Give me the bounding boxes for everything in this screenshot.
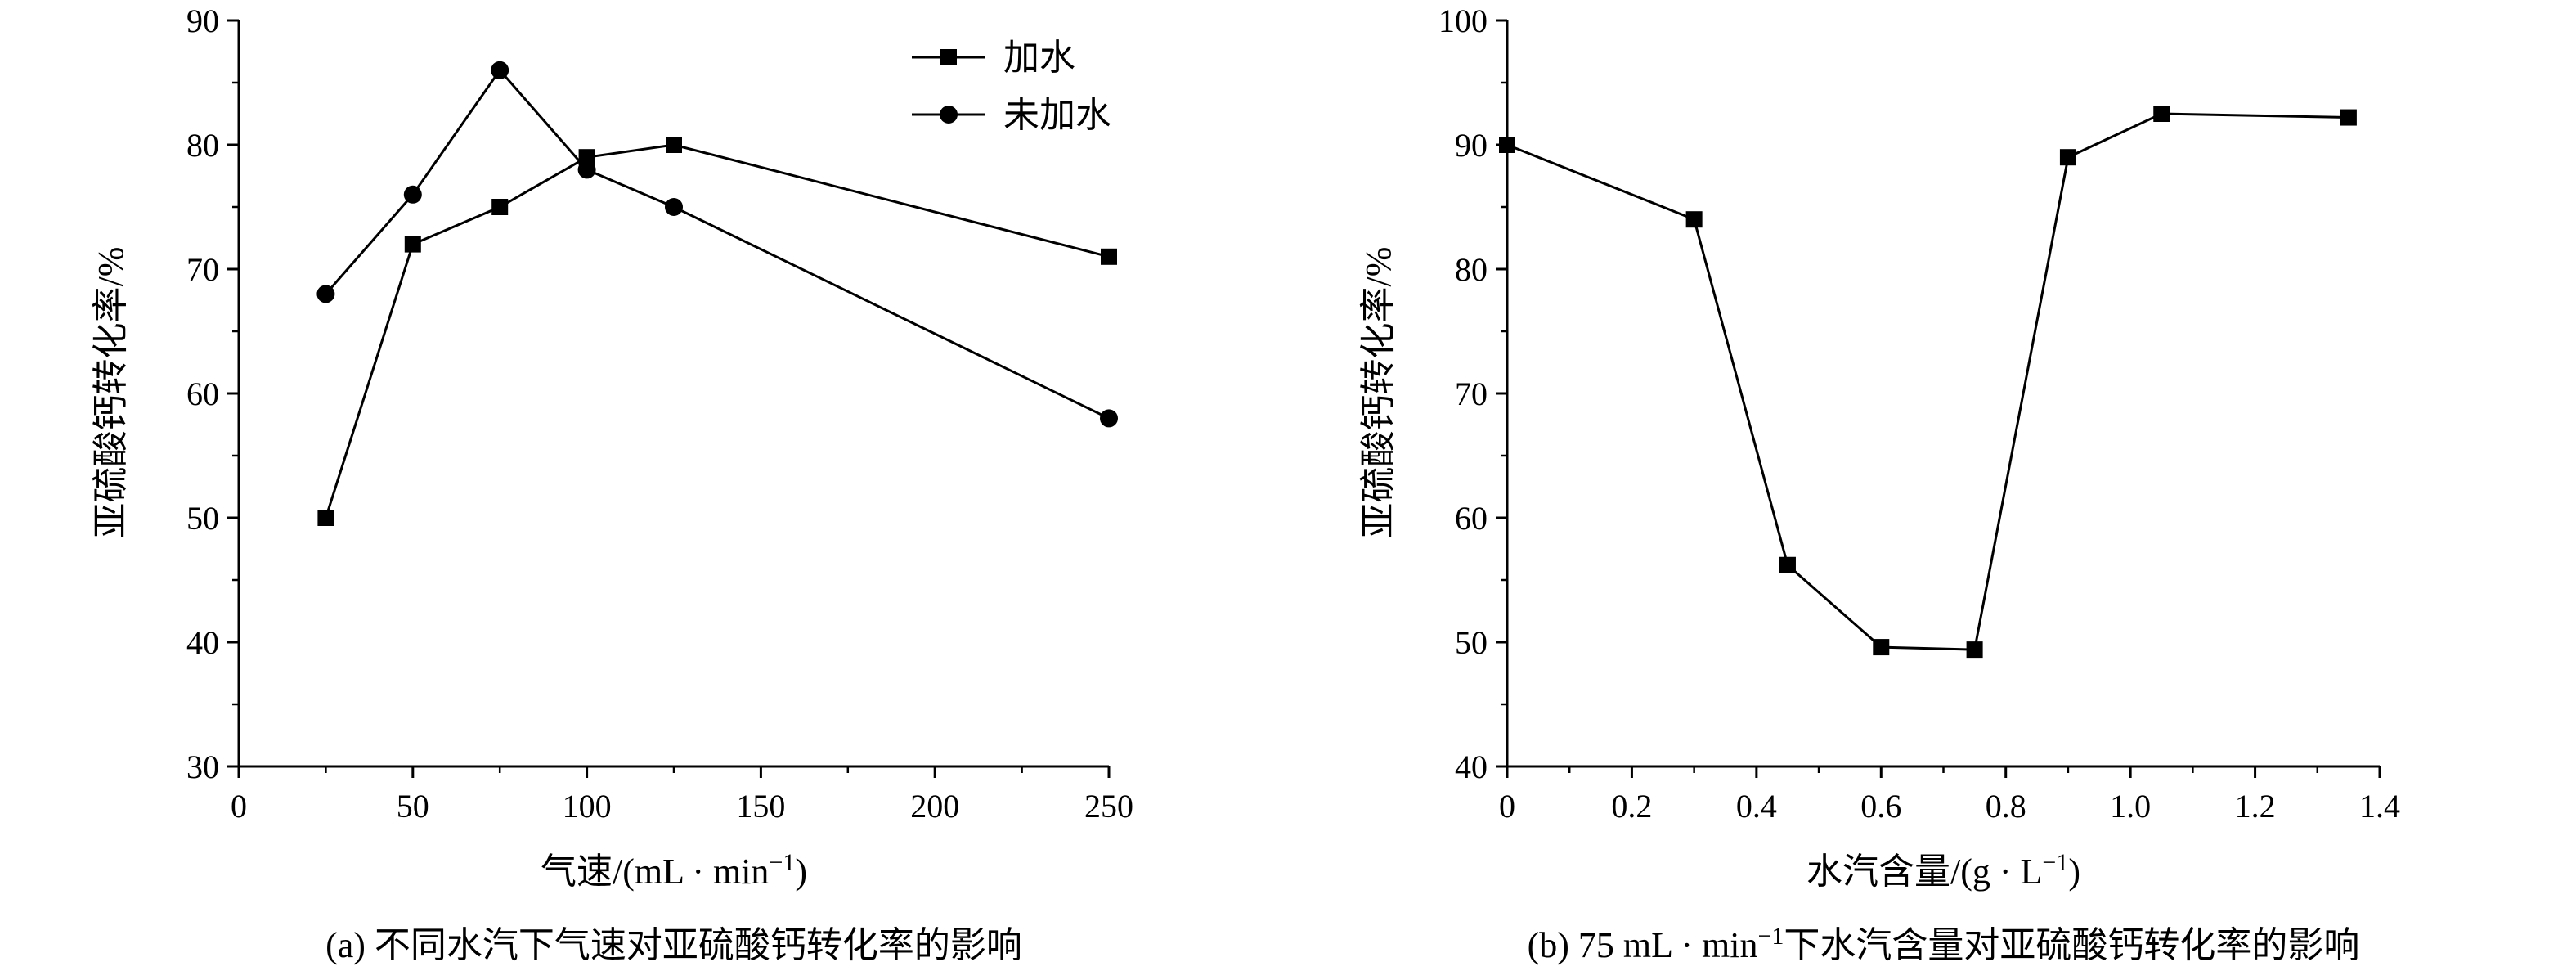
y-tick-label: 70 bbox=[1455, 375, 1488, 412]
data-point-square bbox=[1966, 641, 1983, 659]
y-tick-label: 90 bbox=[186, 2, 219, 39]
data-point-square bbox=[1101, 248, 1117, 265]
chart-b: 40 50 60 70 80 90 100 0 0.2 0.4 0.6 0.8 1.0 1.2 1.4 水汽含… bbox=[1358, 2, 2400, 965]
x-tick-label: 0.4 bbox=[1736, 788, 1777, 825]
x-tick-label: 150 bbox=[736, 788, 785, 825]
figure-caption: (b) 75 mL · min−1下水汽含量对亚硫酸钙转化率的影响 bbox=[1528, 923, 2360, 966]
x-tick-label: 1.4 bbox=[2359, 788, 2400, 825]
y-tick-label: 100 bbox=[1438, 2, 1488, 39]
legend-marker-circle bbox=[940, 106, 958, 124]
y-axis-title: 亚硫酸钙转化率/% bbox=[91, 247, 131, 539]
data-point-square bbox=[317, 510, 334, 526]
x-tick-label: 100 bbox=[563, 788, 612, 825]
x-tick-label: 1.2 bbox=[2235, 788, 2276, 825]
legend-label: 未加水 bbox=[1003, 95, 1111, 135]
data-point-circle bbox=[491, 61, 509, 79]
data-point-square bbox=[491, 199, 509, 215]
data-point-circle bbox=[1100, 409, 1118, 428]
y-tick-label: 60 bbox=[1455, 500, 1488, 537]
chart-a: 30 40 50 60 70 80 90 0 50 100 150 200 250 气速/(mL · mi… bbox=[91, 2, 1133, 965]
x-tick-label: 250 bbox=[1084, 788, 1133, 825]
y-tick-label: 90 bbox=[1455, 127, 1488, 164]
x-tick-label: 0.2 bbox=[1611, 788, 1652, 825]
data-point-square bbox=[2340, 109, 2357, 126]
data-point-square bbox=[666, 137, 682, 153]
y-tick-label: 60 bbox=[186, 375, 219, 412]
series-line bbox=[324, 143, 1110, 519]
x-axis-title: 水汽含量/(g · L−1) bbox=[1806, 849, 2080, 892]
legend-label: 加水 bbox=[1003, 38, 1075, 78]
data-point-square bbox=[1779, 556, 1796, 573]
y-tick-label: 30 bbox=[186, 748, 219, 785]
y-axis-title: 亚硫酸钙转化率/% bbox=[1358, 247, 1398, 539]
legend-marker-square bbox=[940, 49, 957, 65]
x-tick-label: 0 bbox=[1499, 788, 1515, 825]
x-tick-label: 1.0 bbox=[2110, 788, 2151, 825]
data-point-circle bbox=[403, 185, 422, 204]
y-tick-label: 80 bbox=[1455, 251, 1488, 288]
series-line bbox=[1506, 112, 2349, 651]
data-point-square bbox=[578, 149, 595, 166]
x-tick-label: 0 bbox=[231, 788, 247, 825]
y-tick-label: 70 bbox=[186, 251, 219, 288]
data-point-square bbox=[1685, 211, 1703, 228]
x-tick-label: 50 bbox=[397, 788, 429, 825]
figure-caption: (a) 不同水汽下气速对亚硫酸钙转化率的影响 bbox=[325, 925, 1022, 965]
data-point-square bbox=[404, 236, 421, 253]
data-point-square bbox=[1873, 639, 1890, 656]
x-tick-label: 0.8 bbox=[1986, 788, 2026, 825]
y-tick-label: 50 bbox=[1455, 624, 1488, 661]
data-point-square bbox=[2153, 106, 2170, 122]
y-tick-label: 40 bbox=[186, 624, 219, 661]
y-tick-label: 50 bbox=[186, 500, 219, 537]
y-tick-label: 80 bbox=[186, 127, 219, 164]
data-point-circle bbox=[665, 198, 683, 216]
x-tick-label: 200 bbox=[910, 788, 959, 825]
x-axis-title: 气速/(mL · min−1) bbox=[541, 849, 807, 892]
x-tick-label: 0.6 bbox=[1860, 788, 1901, 825]
data-point-circle bbox=[577, 160, 596, 179]
data-point-square bbox=[2059, 149, 2076, 166]
series-line bbox=[325, 68, 1110, 420]
data-point-square bbox=[1499, 137, 1515, 153]
y-tick-label: 40 bbox=[1455, 748, 1488, 785]
data-point-circle bbox=[316, 285, 335, 303]
